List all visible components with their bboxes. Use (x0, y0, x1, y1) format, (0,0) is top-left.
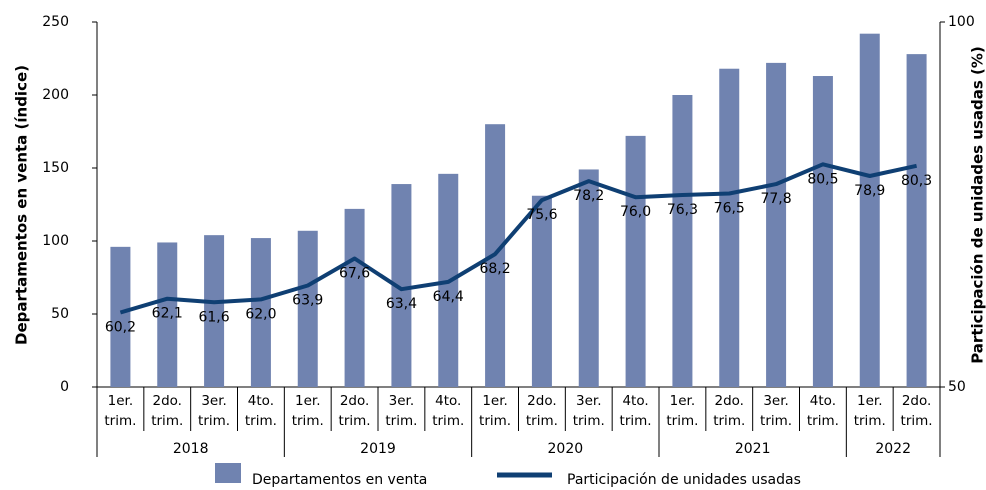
data-label: 68,2 (479, 261, 510, 277)
data-label: 80,5 (807, 171, 838, 187)
x-tick-label: 1er. trim. (666, 393, 699, 429)
x-tick-label: 2do. trim. (900, 393, 933, 429)
x-tick-label: 3er. trim. (760, 393, 793, 429)
x-tick-label: 4to. trim. (806, 393, 839, 429)
bar (766, 62, 787, 387)
y2-axis-label: Participación de unidades usadas (%) (969, 46, 986, 364)
bar (157, 242, 178, 387)
data-label: 61,6 (198, 309, 229, 325)
x-tick-label: 3er. trim. (572, 393, 605, 429)
data-label: 76,5 (714, 201, 745, 217)
y2-tick-label: 100 (948, 14, 975, 30)
data-label: 67,6 (339, 266, 370, 282)
x-tick-label: 1er. trim. (291, 393, 324, 429)
x-tick-label: 4to. trim. (244, 393, 277, 429)
bar (812, 76, 833, 388)
data-label: 64,4 (433, 289, 464, 305)
group-label: 2020 (548, 441, 584, 457)
data-label: 75,6 (526, 207, 557, 223)
group-label: 2022 (875, 441, 911, 457)
data-label: 78,9 (854, 183, 885, 199)
bar (672, 95, 693, 387)
y-tick-label: 150 (42, 160, 69, 176)
bar (719, 68, 740, 387)
x-tick-label: 1er. trim. (104, 393, 137, 429)
bar (391, 184, 412, 387)
data-label: 60,2 (105, 320, 136, 336)
legend-label: Departamentos en venta (252, 472, 427, 488)
bar (578, 169, 599, 387)
bar (531, 195, 552, 387)
legend-swatch (215, 463, 241, 483)
bar (859, 33, 880, 388)
y-tick-label: 200 (42, 87, 69, 103)
bar (344, 208, 365, 387)
x-tick-label: 4to. trim. (619, 393, 652, 429)
data-label: 62,0 (245, 306, 276, 322)
data-label: 63,9 (292, 293, 323, 309)
data-label: 62,1 (152, 306, 183, 322)
data-label: 76,3 (667, 202, 698, 218)
x-tick-label: 4to. trim. (432, 393, 465, 429)
x-tick-label: 1er. trim. (479, 393, 512, 429)
bar (250, 238, 271, 387)
y-tick-label: 250 (42, 14, 69, 30)
legend-label: Participación de unidades usadas (567, 472, 801, 488)
bar (110, 246, 131, 387)
bar (906, 54, 927, 388)
bar (625, 135, 646, 387)
y2-tick-label: 50 (948, 379, 966, 395)
group-label: 2018 (173, 441, 209, 457)
data-label: 63,4 (386, 296, 417, 312)
bar (297, 230, 318, 387)
x-tick-label: 1er. trim. (853, 393, 886, 429)
x-tick-label: 2do. trim. (713, 393, 746, 429)
y-tick-label: 0 (60, 379, 69, 395)
data-label: 76,0 (620, 204, 651, 220)
group-label: 2019 (360, 441, 396, 457)
data-label: 78,2 (573, 188, 604, 204)
x-tick-label: 3er. trim. (385, 393, 418, 429)
x-tick-label: 2do. trim. (151, 393, 184, 429)
y-tick-label: 100 (42, 233, 69, 249)
y-tick-label: 50 (51, 306, 69, 322)
x-tick-label: 2do. trim. (338, 393, 371, 429)
x-tick-label: 2do. trim. (525, 393, 558, 429)
group-label: 2021 (735, 441, 771, 457)
line-series (119, 162, 918, 315)
y-axis-label: Departamentos en venta (índice) (13, 65, 31, 345)
data-label: 77,8 (760, 191, 791, 207)
bar (204, 235, 225, 387)
x-tick-label: 3er. trim. (198, 393, 231, 429)
data-label: 80,3 (901, 173, 932, 189)
